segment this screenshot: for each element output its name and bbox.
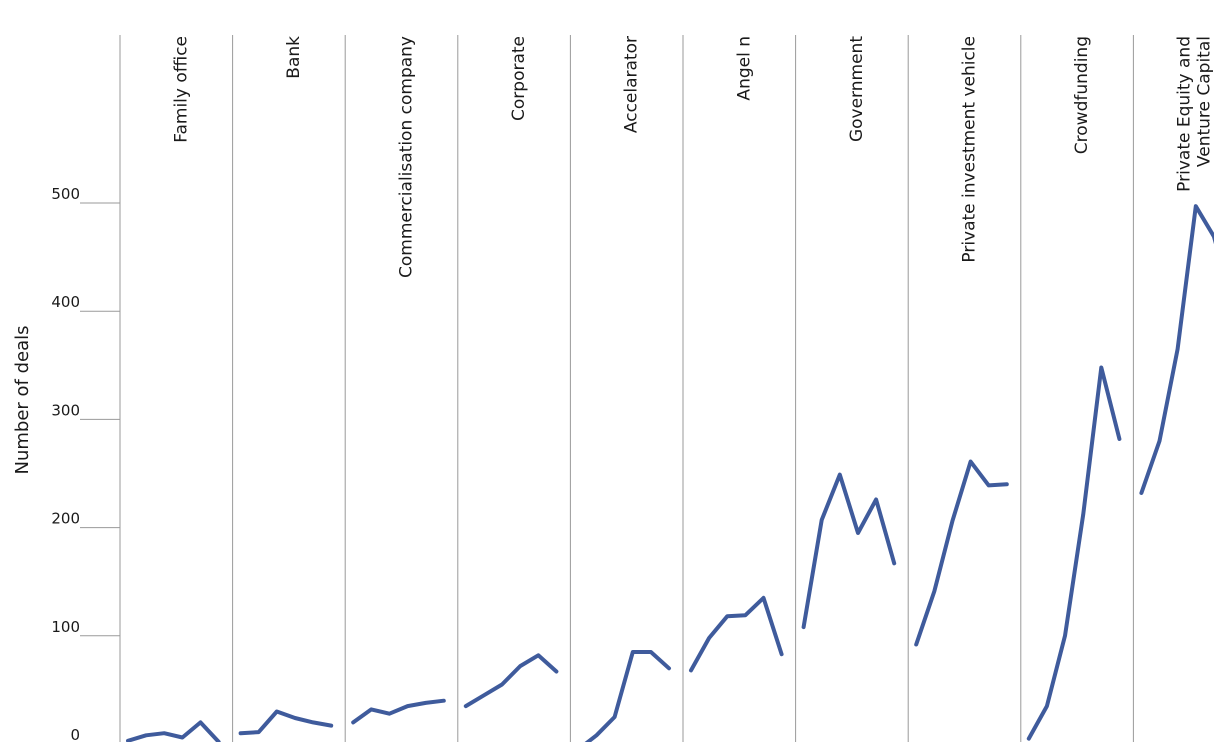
panel-label: Commercialisation company bbox=[397, 36, 417, 278]
panel-label: Private investment vehicle bbox=[960, 36, 980, 263]
series-lines bbox=[126, 204, 1214, 742]
panel-label: Angel n bbox=[734, 36, 754, 101]
panel-label: Accelarator bbox=[622, 36, 642, 133]
series-line bbox=[126, 720, 221, 742]
panel-dividers bbox=[119, 35, 1134, 742]
series-line bbox=[238, 709, 334, 736]
y-tick-label: 200 bbox=[51, 510, 80, 528]
y-tick-label: 100 bbox=[51, 618, 80, 636]
series-line bbox=[914, 459, 1009, 647]
panel-label: Private Equity and bbox=[1175, 36, 1195, 192]
panel-labels: Family office Bank Commercialisation compa… bbox=[171, 36, 1214, 278]
series-line bbox=[351, 698, 446, 725]
series-line bbox=[584, 650, 671, 742]
y-axis-title: Number of deals bbox=[12, 325, 33, 474]
series-line bbox=[463, 653, 559, 709]
panel-label-group: Commercialisation company bbox=[397, 36, 417, 278]
y-tick-label: 300 bbox=[51, 401, 80, 419]
y-tick-label: 0 bbox=[70, 726, 80, 742]
panel-label-group: Accelarator bbox=[622, 36, 642, 133]
panel-label: Bank bbox=[284, 36, 304, 79]
panel-label-group: Government bbox=[847, 36, 867, 142]
series-line bbox=[1139, 204, 1214, 495]
y-tick-label: 400 bbox=[51, 293, 80, 311]
panel-label-group: Bank bbox=[284, 36, 304, 79]
panel-label: Government bbox=[847, 36, 867, 142]
panel-label-group: Corporate bbox=[509, 36, 529, 121]
panel-label-group: Private Equity and Venture Capital bbox=[1175, 36, 1214, 192]
y-tick-label: 500 bbox=[51, 185, 80, 203]
series-line bbox=[689, 595, 784, 673]
panel-label-group: Private investment vehicle bbox=[960, 36, 980, 263]
panel-label: Corporate bbox=[509, 36, 529, 121]
series-line bbox=[801, 472, 897, 630]
series-line bbox=[1026, 365, 1122, 741]
panel-label-group: Family office bbox=[171, 36, 191, 143]
panel-label: Venture Capital bbox=[1195, 36, 1214, 167]
panel-label-group: Crowdfunding bbox=[1072, 36, 1092, 154]
panel-label-group: Angel n bbox=[734, 36, 754, 101]
y-axis: 0 100 200 300 400 500 bbox=[51, 185, 120, 742]
panel-label: Family office bbox=[171, 36, 191, 143]
panel-label: Crowdfunding bbox=[1072, 36, 1092, 154]
